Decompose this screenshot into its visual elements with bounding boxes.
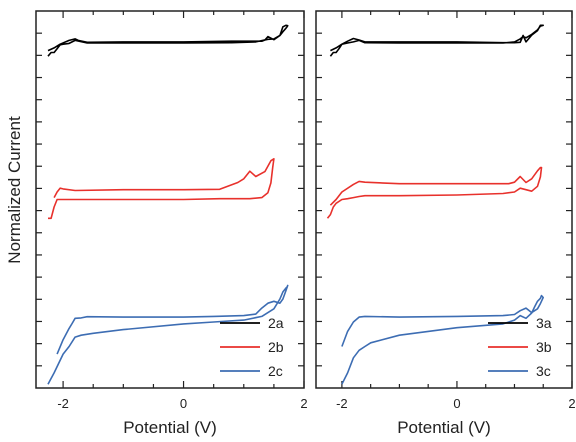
right-panel: -2 0 2 3a 3b 3c Potential (V) (315, 10, 576, 437)
right-y-ticks (316, 32, 572, 367)
x-tick-label: 0 (180, 396, 187, 411)
series-line-3b (326, 166, 543, 219)
x-tick-label: 0 (453, 396, 460, 411)
right-curves (326, 24, 545, 385)
left-panel: -2 0 2 2a 2b 2c Potential (V) (35, 10, 308, 437)
right-plot-frame (315, 10, 573, 389)
legend-label-3a: 3a (536, 315, 552, 331)
left-y-ticks (36, 32, 304, 367)
legend-label-2a: 2a (268, 315, 284, 331)
left-plot-frame (35, 10, 305, 389)
right-x-ticks: -2 0 2 (336, 11, 576, 411)
series-line-2b (48, 158, 275, 220)
left-legend: 2a 2b 2c (220, 315, 284, 379)
legend-label-3b: 3b (536, 339, 552, 355)
legend-label-2c: 2c (268, 363, 283, 379)
legend-label-3c: 3c (536, 363, 551, 379)
left-x-axis-label: Potential (V) (123, 418, 217, 437)
x-tick-label: -2 (57, 396, 69, 411)
y-axis-label: Normalized Current (5, 116, 24, 264)
left-x-ticks: -2 0 2 (57, 11, 308, 411)
series-line-2c (47, 284, 289, 385)
legend-label-2b: 2b (268, 339, 284, 355)
series-line-3c (341, 294, 545, 385)
x-tick-label: 2 (300, 396, 307, 411)
right-x-axis-label: Potential (V) (397, 418, 491, 437)
left-curves (47, 24, 289, 385)
x-tick-label: 2 (568, 396, 575, 411)
series-line-2a (47, 24, 289, 57)
right-legend: 3a 3b 3c (488, 315, 552, 379)
x-tick-label: -2 (336, 396, 348, 411)
series-line-3a (329, 24, 545, 57)
